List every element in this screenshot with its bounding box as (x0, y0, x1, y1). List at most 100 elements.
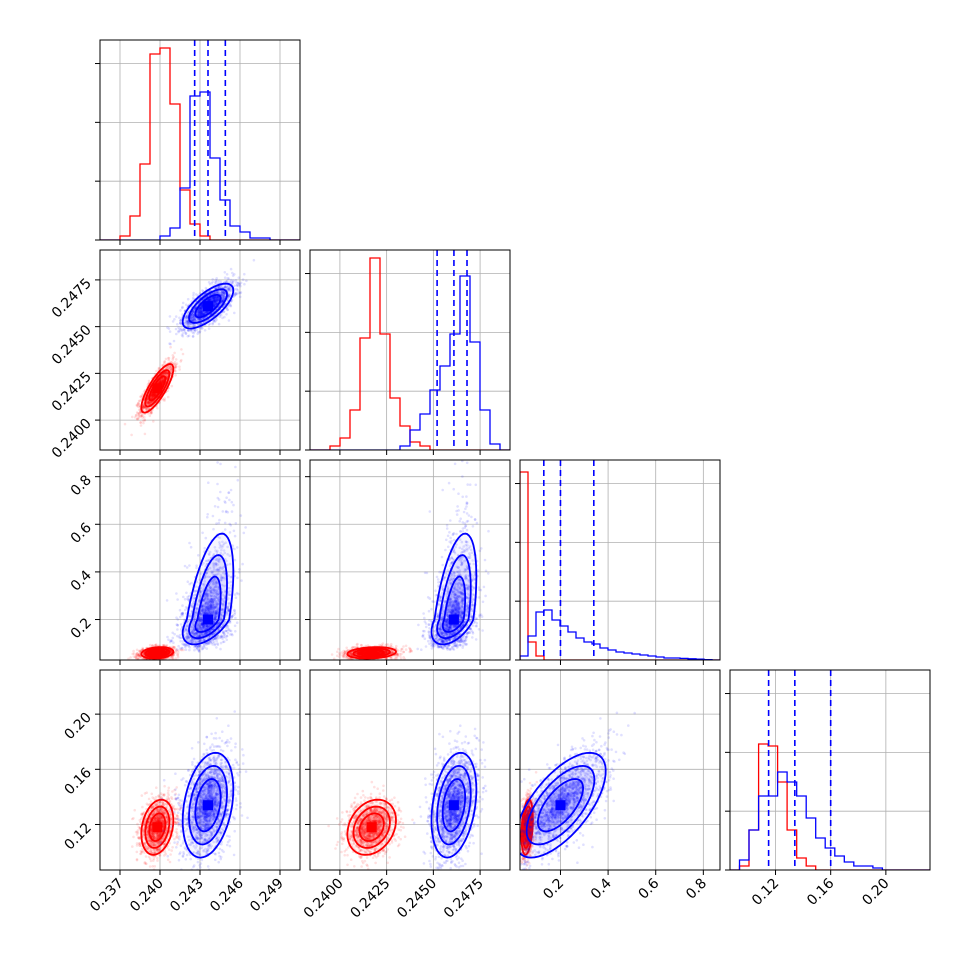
scatter-point-blue (192, 620, 195, 623)
grid (100, 250, 300, 450)
scatter-point-blue (206, 608, 209, 612)
scatter-point-blue (235, 283, 239, 287)
scatter-point-blue (200, 305, 203, 309)
scatter-point-blue (243, 282, 246, 286)
scatter-point-red (153, 393, 157, 396)
scatter-point-red (153, 393, 157, 396)
scatter-point-blue (228, 280, 231, 284)
scatter-point-blue (179, 319, 182, 322)
scatter-point-blue (193, 631, 196, 634)
scatter-point-blue (198, 311, 202, 315)
scatter-point-blue (231, 281, 234, 285)
scatter-point-blue (197, 308, 200, 312)
scatter-point-blue (212, 304, 216, 308)
scatter-point-red (140, 414, 143, 418)
scatter-point-red (136, 653, 139, 657)
scatter-point-red (165, 372, 168, 375)
scatter-point-blue (199, 311, 203, 315)
scatter-point-blue (187, 325, 190, 328)
scatter-point-blue (221, 294, 224, 297)
contour-blue (181, 282, 235, 330)
scatter-point-blue (217, 291, 221, 295)
scatter-point-red (158, 379, 162, 383)
scatter-point-blue (216, 643, 220, 646)
scatter-point-blue (218, 291, 222, 295)
scatter-point-blue (200, 309, 203, 313)
scatter-point-red (160, 364, 164, 367)
scatter-point-blue (211, 280, 214, 284)
scatter-point-blue (200, 309, 203, 313)
scatter-point-red (146, 401, 150, 405)
scatter-point-red (150, 396, 154, 400)
scatter-point-red (180, 358, 183, 362)
scatter-point-blue (185, 321, 189, 324)
scatter-point-red (174, 358, 178, 361)
scatter-point-blue (207, 299, 211, 302)
scatter-point-blue (211, 321, 215, 325)
scatter-point-red (130, 433, 133, 437)
scatter-point-red (150, 394, 154, 398)
scatter-point-blue (207, 624, 211, 628)
scatter-point-blue (212, 300, 216, 304)
scatter-point-red (152, 394, 155, 397)
scatter-point-blue (202, 312, 205, 316)
scatter-point-red (137, 654, 141, 657)
scatter-point-red (164, 371, 167, 374)
scatter-point-blue (181, 313, 184, 316)
scatter-point-blue (222, 297, 226, 300)
scatter-point-blue (239, 284, 242, 288)
scatter-point-blue (199, 311, 202, 314)
scatter-point-blue (228, 562, 232, 566)
scatter-point-red (175, 365, 178, 368)
scatter-point-blue (228, 294, 231, 297)
scatter-point-blue (236, 284, 240, 288)
scatter-point-red (163, 371, 166, 375)
scatter-point-blue (216, 299, 220, 303)
scatter-point-red (153, 392, 157, 396)
scatter-point-red (137, 413, 140, 416)
scatter-point-blue (208, 586, 212, 589)
scatter-point-blue (227, 287, 230, 291)
scatter-point-blue (229, 278, 233, 282)
scatter-point-blue (191, 311, 194, 314)
scatter-point-red (148, 400, 151, 404)
scatter-point-blue (197, 319, 200, 322)
scatter-point-blue (221, 291, 224, 295)
scatter-point-red (134, 653, 138, 657)
scatter-point-blue (204, 632, 207, 635)
scatter-point-red (164, 357, 168, 361)
scatter-point-blue (208, 298, 211, 302)
scatter-point-red (162, 378, 165, 382)
scatter-point-blue (211, 299, 214, 302)
scatter-point-red (147, 400, 150, 404)
scatter-point-red (142, 406, 145, 409)
scatter-point-blue (194, 631, 198, 635)
scatter-point-blue (197, 310, 201, 314)
scatter-point-blue (215, 279, 219, 283)
scatter-point-blue (193, 318, 196, 321)
scatter-point-blue (200, 616, 204, 620)
scatter-point-red (149, 401, 153, 404)
scatter-point-blue (176, 624, 179, 627)
scatter-point-red (174, 365, 177, 369)
scatter-point-blue (212, 296, 216, 300)
scatter-point-blue (200, 313, 203, 317)
scatter-point-blue (211, 606, 214, 610)
scatter-point-red (165, 372, 168, 376)
scatter-point-blue (169, 639, 173, 643)
scatter-point-red (169, 360, 172, 364)
scatter-point-blue (193, 596, 196, 600)
scatter-point-blue (207, 608, 210, 611)
scatter-point-blue (217, 592, 221, 595)
scatter-point-blue (228, 286, 232, 290)
scatter-point-blue (185, 320, 188, 323)
scatter-point-red (142, 652, 145, 656)
scatter-point-blue (219, 462, 222, 466)
scatter-point-blue (201, 637, 204, 641)
scatter-point-red (174, 647, 177, 651)
scatter-point-blue (199, 307, 202, 310)
scatter-point-red (149, 401, 153, 404)
scatter-point-blue (226, 277, 229, 280)
scatter-point-blue (176, 618, 180, 621)
